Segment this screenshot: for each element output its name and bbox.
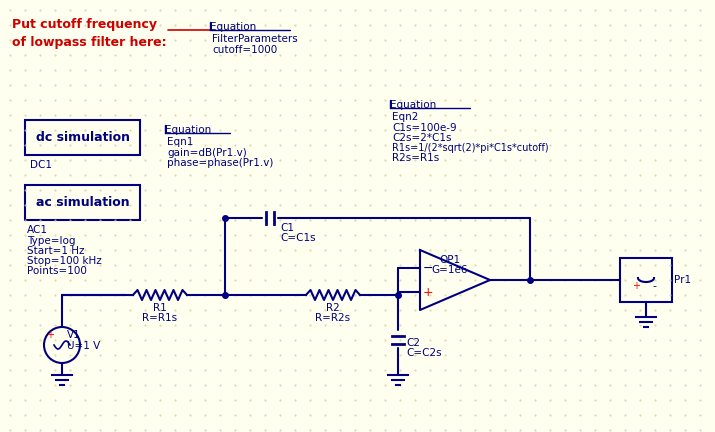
Text: +: + [632, 281, 640, 291]
Text: Pr1: Pr1 [674, 275, 691, 285]
Text: C2: C2 [406, 338, 420, 348]
Text: Points=100: Points=100 [27, 266, 87, 276]
Text: Equation: Equation [390, 100, 436, 110]
Text: −: − [423, 261, 433, 274]
Text: Type=log: Type=log [27, 236, 76, 246]
Text: Equation: Equation [165, 125, 211, 135]
Text: Start=1 Hz: Start=1 Hz [27, 246, 84, 256]
Text: V1: V1 [67, 330, 81, 340]
Text: phase=phase(Pr1.v): phase=phase(Pr1.v) [167, 158, 273, 168]
Text: R1s=1/(2*sqrt(2)*pi*C1s*cutoff): R1s=1/(2*sqrt(2)*pi*C1s*cutoff) [392, 143, 548, 153]
Text: Eqn1: Eqn1 [167, 137, 193, 147]
Text: R1: R1 [153, 303, 167, 313]
Text: C1s=100e-9: C1s=100e-9 [392, 123, 457, 133]
Text: C=C2s: C=C2s [406, 348, 442, 358]
Text: gain=dB(Pr1.v): gain=dB(Pr1.v) [167, 148, 247, 158]
Text: OP1: OP1 [440, 255, 460, 265]
Text: Equation: Equation [210, 22, 256, 32]
Text: U=1 V: U=1 V [67, 341, 100, 351]
Text: +: + [46, 330, 54, 340]
Text: R2s=R1s: R2s=R1s [392, 153, 439, 163]
Text: R=R1s: R=R1s [142, 313, 177, 323]
Text: Put cutoff frequency
of lowpass filter here:: Put cutoff frequency of lowpass filter h… [12, 18, 167, 49]
Text: Stop=100 kHz: Stop=100 kHz [27, 256, 102, 266]
Text: R2: R2 [326, 303, 340, 313]
Text: ac simulation: ac simulation [36, 196, 129, 209]
Text: G=1e6: G=1e6 [432, 265, 468, 275]
Text: FilterParameters: FilterParameters [212, 34, 297, 44]
Text: R=R2s: R=R2s [315, 313, 350, 323]
Text: cutoff=1000: cutoff=1000 [212, 45, 277, 55]
Text: AC1: AC1 [27, 225, 48, 235]
Text: C2s=2*C1s: C2s=2*C1s [392, 133, 451, 143]
Text: -: - [652, 281, 656, 291]
Text: +: + [423, 286, 433, 299]
Text: Eqn2: Eqn2 [392, 112, 418, 122]
FancyBboxPatch shape [620, 258, 672, 302]
Text: C=C1s: C=C1s [280, 233, 315, 243]
Text: DC1: DC1 [30, 160, 52, 170]
Text: C1: C1 [280, 223, 294, 233]
Text: dc simulation: dc simulation [36, 131, 129, 144]
